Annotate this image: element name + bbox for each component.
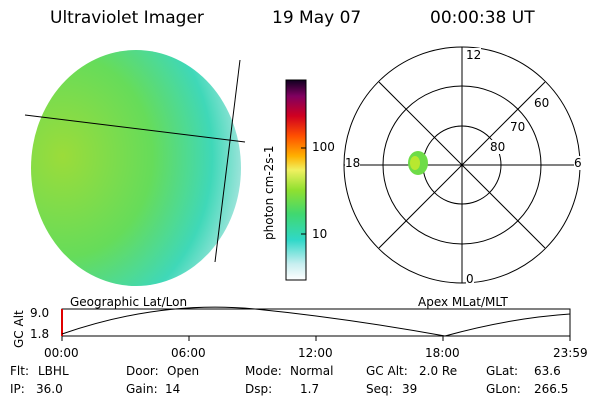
alt-ylabel: GC Alt <box>12 310 26 348</box>
apex-label: Apex MLat/MLT <box>418 295 508 309</box>
mode-value: Normal <box>290 364 334 378</box>
gain-label: Gain: <box>126 382 158 396</box>
gain-value: 14 <box>165 382 181 396</box>
mlt-label-12: 12 <box>466 48 482 62</box>
alt-ytick-9: 9.0 <box>30 306 50 320</box>
door-value: Open <box>167 364 200 378</box>
instrument-title: Ultraviolet Imager <box>50 8 204 28</box>
glat-label: GLat: <box>486 364 519 378</box>
glon-label: GLon: <box>486 382 521 396</box>
glat-value: 63.6 <box>534 364 561 378</box>
mlat-label-60: 60 <box>534 96 550 110</box>
geographic-label: Geographic Lat/Lon <box>70 295 188 309</box>
colorbar-tick-100: 100 <box>312 140 335 154</box>
seq-label: Seq: <box>366 382 393 396</box>
alt-ytick-1.8: 1.8 <box>30 327 50 341</box>
time-label: 00:00:38 UT <box>430 8 535 28</box>
door-label: Door: <box>126 364 159 378</box>
dsp-label: Dsp: <box>245 382 273 396</box>
ip-value: 36.0 <box>36 382 63 396</box>
flt-value: LBHL <box>38 364 69 378</box>
altitude-curve <box>61 306 571 337</box>
lat-lon-line <box>214 59 241 263</box>
mlt-label-18: 18 <box>345 156 361 170</box>
dsp-value: 1.7 <box>300 382 320 396</box>
alt-xtick-2359: 23:59 <box>553 346 588 360</box>
mlt-label-6: 6 <box>574 156 582 170</box>
auroral-patch <box>410 156 420 170</box>
lat-lon-line <box>24 114 246 143</box>
alt-xtick-0600: 06:00 <box>171 346 206 360</box>
earth-disk <box>31 50 241 286</box>
date-label: 19 May 07 <box>272 8 362 28</box>
colorbar-tick-10: 10 <box>312 227 328 241</box>
alt-xtick-1200: 12:00 <box>298 346 333 360</box>
mlat-label-80: 80 <box>490 140 506 154</box>
ip-label: IP: <box>10 382 25 396</box>
colorbar <box>285 79 307 281</box>
alt-xtick-0000: 00:00 <box>44 346 79 360</box>
glon-value: 266.5 <box>534 382 569 396</box>
flt-label: Flt: <box>10 364 29 378</box>
mode-label: Mode: <box>245 364 282 378</box>
alt-xtick-1800: 18:00 <box>425 346 460 360</box>
mlat-label-70: 70 <box>510 120 526 134</box>
mlt-label-0: 0 <box>466 272 474 286</box>
seq-value: 39 <box>402 382 418 396</box>
gcalt-label: GC Alt: <box>366 364 408 378</box>
gcalt-value: 2.0 Re <box>419 364 458 378</box>
